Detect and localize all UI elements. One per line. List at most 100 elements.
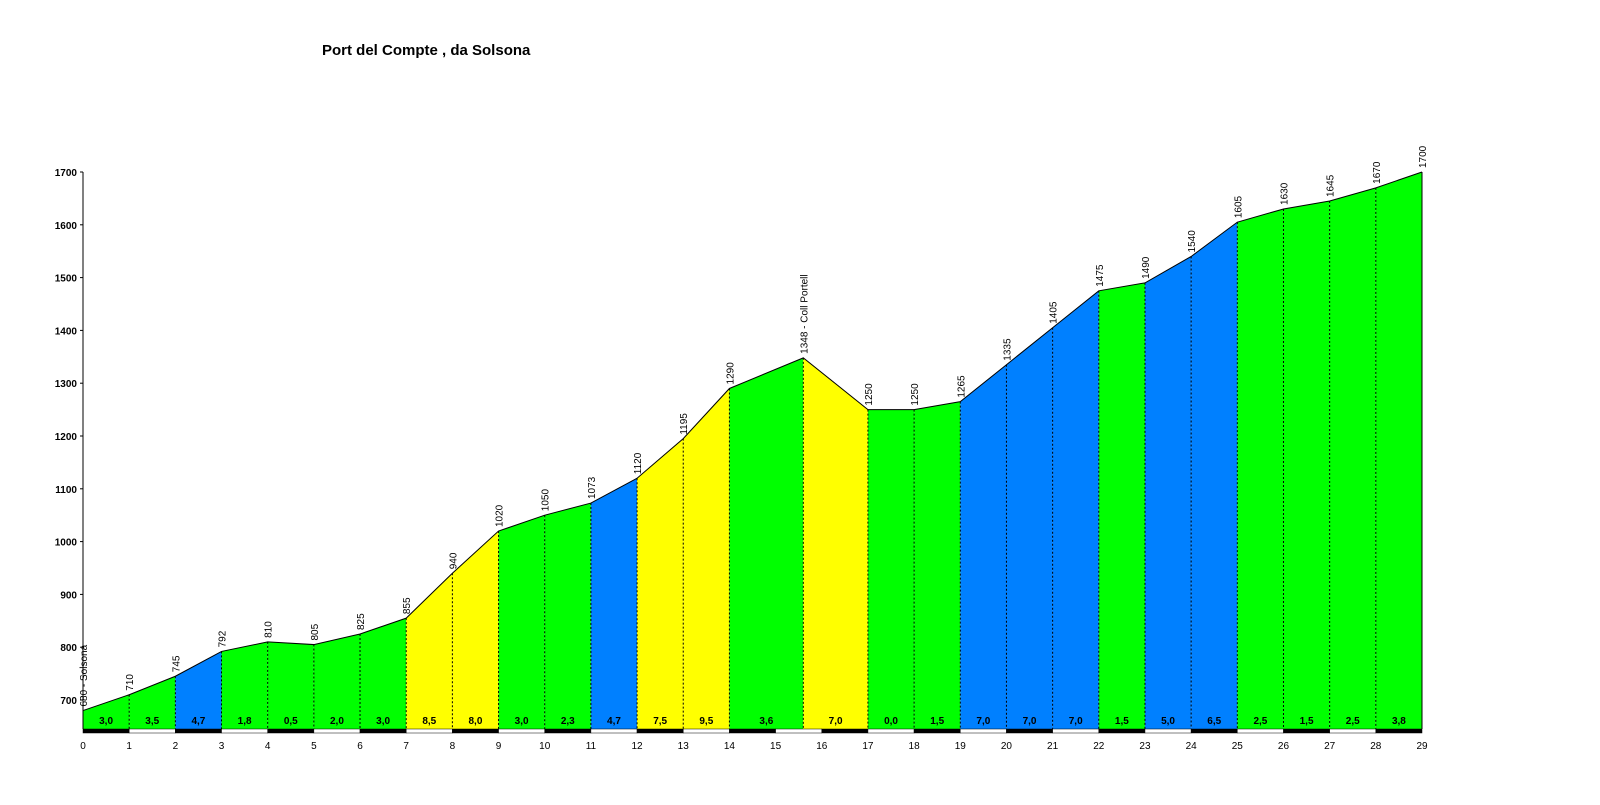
- x-tick-label: 4: [265, 741, 271, 752]
- km-dividers: [128, 172, 1423, 729]
- elevation-label: 1250: [864, 383, 875, 406]
- km-bar-cell: [128, 728, 176, 734]
- y-tick-label: 1300: [55, 379, 78, 390]
- y-tick-label: 900: [60, 590, 77, 601]
- segment-fill-23: [1144, 256, 1192, 729]
- grade-label: 7,0: [1069, 716, 1083, 727]
- elevation-label: 1265: [956, 375, 967, 398]
- x-tick-label: 16: [816, 741, 828, 752]
- elevation-label: 1250: [910, 383, 921, 406]
- elevation-label: 1700: [1418, 145, 1429, 168]
- grade-label: 2,5: [1253, 716, 1267, 727]
- segment-fill-7: [360, 618, 407, 729]
- y-tick-label: 700: [60, 696, 77, 707]
- elevation-label: 1050: [541, 489, 552, 512]
- segment-fill-24: [1191, 222, 1238, 729]
- x-tick-label: 22: [1093, 741, 1105, 752]
- y-tick-label: 1600: [55, 221, 78, 232]
- km-bar-cell: [1006, 728, 1053, 734]
- km-bar-cell: [682, 728, 730, 734]
- km-bar-cell: [590, 728, 638, 734]
- x-tick-label: 18: [909, 741, 921, 752]
- grade-label: 1,5: [930, 716, 944, 727]
- grade-label: 0,0: [884, 716, 898, 727]
- km-bar-cell: [1144, 728, 1192, 734]
- km-bar-cell: [452, 728, 499, 734]
- segment-fill-10: [498, 515, 545, 729]
- segment-fill-15: [729, 357, 804, 729]
- segment-fill-13: [637, 438, 684, 729]
- elevation-label: 1335: [1002, 338, 1013, 361]
- x-tick-label: 17: [862, 741, 874, 752]
- x-tick-label: 0: [80, 741, 86, 752]
- grade-label: 0,5: [284, 716, 298, 727]
- elevation-labels: 680 - Solsona 710 745 792 810 805 825 855 940 102…: [79, 145, 1429, 706]
- grade-label: 5,0: [1161, 716, 1175, 727]
- segment-fill-1: [83, 694, 130, 729]
- elevation-label: 810: [264, 621, 275, 638]
- x-tick-label: 1: [126, 741, 132, 752]
- km-bar-cell: [1052, 728, 1100, 734]
- segment-fill-28: [1375, 172, 1422, 729]
- x-tick-label: 21: [1047, 741, 1059, 752]
- grade-label: 1,5: [1300, 716, 1314, 727]
- segment-fill-4: [221, 641, 268, 729]
- km-bar-cell: [544, 728, 592, 734]
- x-tick-label: 9: [496, 741, 502, 752]
- grade-label: 2,5: [1346, 716, 1360, 727]
- elevation-label: 1645: [1326, 174, 1337, 197]
- km-bar-cell: [913, 728, 961, 734]
- segment-fill-5: [267, 641, 314, 729]
- x-tick-label: 7: [403, 741, 409, 752]
- y-tick-label: 1700: [55, 168, 78, 179]
- y-tick-label: 800: [60, 643, 77, 654]
- x-tick-label: 2: [173, 741, 179, 752]
- km-bar-cell: [498, 728, 545, 734]
- segment-fill-6: [313, 634, 361, 729]
- x-tick-label: 3: [219, 741, 225, 752]
- grade-label: 3,0: [376, 716, 390, 727]
- elevation-label: 1290: [725, 362, 736, 385]
- grade-label: 2,0: [330, 716, 344, 727]
- grade-label: 3,0: [515, 716, 529, 727]
- km-bar-cell: [1375, 728, 1423, 734]
- segment-fill-2: [129, 676, 176, 729]
- x-tick-label: 20: [1001, 741, 1013, 752]
- segment-fill-19: [960, 364, 1007, 729]
- x-tick-label: 25: [1232, 741, 1244, 752]
- x-tick-label: 15: [770, 741, 782, 752]
- segment-fill-27: [1329, 187, 1376, 730]
- grade-label: 4,7: [607, 716, 621, 727]
- grade-labels: 3,0 3,5 4,7 1,8 0,5 2,0 3,0 8,5 8,0 3,0 2,3 4,7 7,5 9…: [99, 716, 1406, 727]
- grade-label: 1,8: [238, 716, 252, 727]
- elevation-label: 1348 - Coll Portell: [799, 274, 810, 353]
- elevation-label: 1120: [633, 452, 644, 474]
- km-bar-cell: [636, 728, 684, 734]
- elevation-label: 940: [448, 552, 459, 569]
- grade-label: 9,5: [699, 716, 713, 727]
- segment-fill-21: [1052, 290, 1099, 729]
- x-tick-label: 8: [450, 741, 456, 752]
- segment-fill-9: [452, 531, 499, 729]
- x-tick-label: 28: [1370, 741, 1382, 752]
- grade-label: 6,5: [1207, 716, 1221, 727]
- elevation-label: 1490: [1141, 256, 1152, 279]
- segment-fill-18: [914, 401, 961, 729]
- km-bar-cell: [867, 728, 915, 734]
- elevation-label: 855: [402, 597, 413, 614]
- km-bar-cell: [175, 728, 222, 734]
- x-tick-label: 12: [632, 741, 644, 752]
- x-tick-label: 5: [311, 741, 317, 752]
- elevation-label: 792: [218, 630, 229, 647]
- km-bar-cell: [1098, 728, 1146, 734]
- chart-title: Port del Compte , da Solsona: [322, 42, 531, 59]
- grade-label: 1,5: [1115, 716, 1129, 727]
- km-bar-cell: [267, 728, 315, 734]
- grade-label: 7,0: [976, 716, 990, 727]
- km-bar-cell: [359, 728, 407, 734]
- y-tick-label: 1200: [55, 432, 78, 443]
- x-tick-label: 6: [357, 741, 363, 752]
- grade-label: 2,3: [561, 716, 575, 727]
